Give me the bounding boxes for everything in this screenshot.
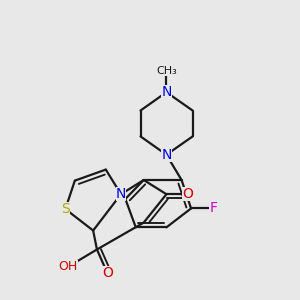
- Text: OH: OH: [58, 260, 77, 273]
- Text: N: N: [161, 148, 172, 162]
- Text: S: S: [61, 202, 70, 216]
- Text: F: F: [209, 201, 217, 215]
- Text: N: N: [116, 187, 126, 201]
- Text: O: O: [102, 266, 113, 280]
- Text: CH₃: CH₃: [156, 66, 177, 76]
- Text: N: N: [161, 85, 172, 99]
- Text: O: O: [182, 187, 193, 201]
